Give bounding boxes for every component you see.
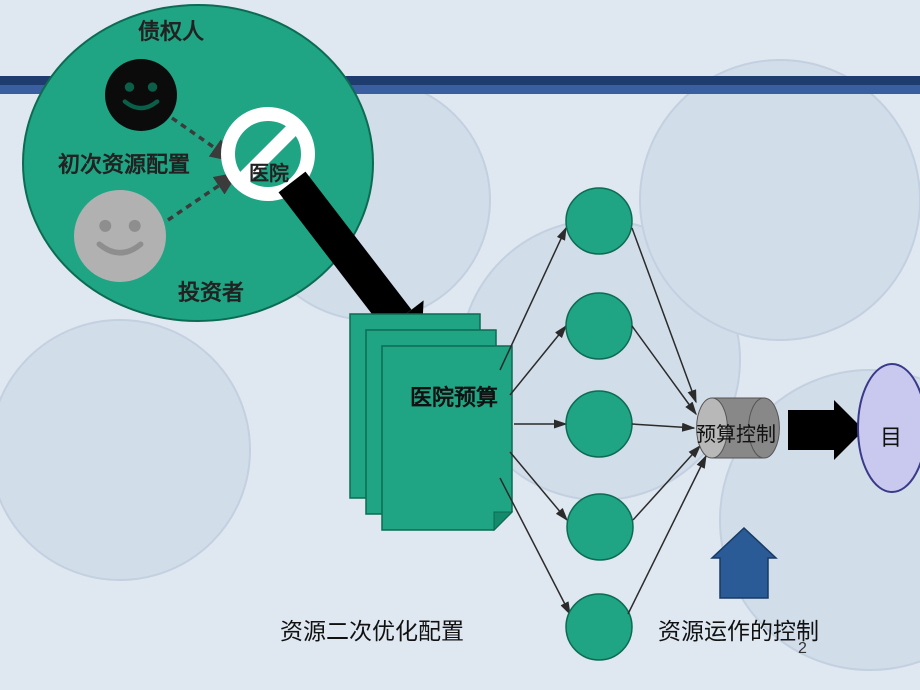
creditor-label: 债权人: [138, 14, 204, 46]
initial-allocation-label: 初次资源配置: [58, 147, 190, 179]
investor-label: 投资者: [178, 275, 244, 307]
page-number: 2: [798, 640, 807, 658]
main-flow-arrow-icon: [279, 172, 424, 350]
diagram-layer: [0, 0, 920, 690]
allocation-circles: [566, 188, 633, 660]
target-label: 目: [880, 420, 902, 452]
fanout-arrows: [500, 228, 570, 614]
investor-face-icon: [74, 190, 166, 282]
diagram-stage: 债权人 初次资源配置 医院 投资者 医院预算 资源二次优化配置 资源运作的控制 …: [0, 0, 920, 690]
secondary-allocation-label: 资源二次优化配置: [280, 612, 464, 646]
budget-document-stack: [350, 314, 512, 530]
background-layer: [0, 0, 920, 690]
fanin-arrows: [628, 228, 706, 614]
budget-control-label: 预算控制: [696, 418, 776, 447]
operation-control-label: 资源运作的控制: [658, 612, 819, 646]
control-up-arrow-icon: [712, 528, 776, 598]
budget-label: 医院预算: [410, 380, 498, 412]
hospital-label: 医院: [249, 157, 289, 186]
creditor-face-icon: [105, 59, 177, 131]
output-arrow-icon: [788, 400, 864, 460]
